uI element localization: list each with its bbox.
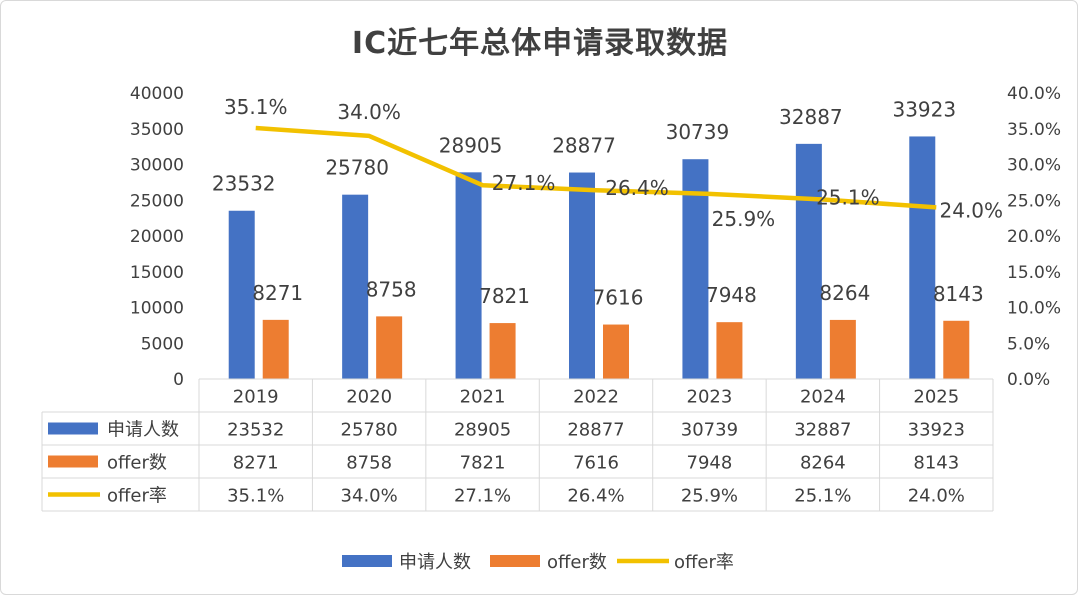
left-axis-tick: 20000 xyxy=(130,227,184,247)
offer-rate-label: 25.9% xyxy=(712,207,776,231)
applicant-bar xyxy=(795,143,822,379)
legend-offers-label: offer数 xyxy=(547,552,607,573)
left-axis-tick: 0 xyxy=(173,370,184,390)
left-axis-tick: 15000 xyxy=(130,263,184,283)
applicant-value-label: 28905 xyxy=(439,133,503,157)
table-cell: 8264 xyxy=(800,453,846,474)
applicants-key xyxy=(48,422,98,435)
offer-rate-label: 25.1% xyxy=(816,186,880,210)
offer-value-label: 8264 xyxy=(819,281,870,305)
applicant-value-label: 32887 xyxy=(779,105,843,129)
table-cell: 7616 xyxy=(573,453,619,474)
offer-rate-label: 27.1% xyxy=(492,171,556,195)
offer-bar xyxy=(262,319,289,379)
table-cell: 23532 xyxy=(227,420,284,441)
table-row-label: 申请人数 xyxy=(107,420,179,441)
offer-bar xyxy=(716,322,743,379)
applicant-bar xyxy=(909,136,936,379)
right-axis-tick: 30.0% xyxy=(1007,156,1061,176)
left-axis-tick: 5000 xyxy=(141,334,184,354)
offer-bar xyxy=(376,316,403,379)
table-cell: 25.1% xyxy=(794,486,851,507)
offer-value-label: 7948 xyxy=(706,283,757,307)
right-axis-tick: 5.0% xyxy=(1007,334,1050,354)
legend-applicants-key xyxy=(342,555,392,567)
table-cell: 8758 xyxy=(346,453,392,474)
offer-bar xyxy=(943,320,970,379)
category-label: 2025 xyxy=(913,387,959,408)
offer-value-label: 7821 xyxy=(479,284,530,308)
table-cell: 33923 xyxy=(908,420,965,441)
offer-rate-line xyxy=(255,125,937,210)
table-cell: 30739 xyxy=(681,420,738,441)
category-label: 2021 xyxy=(460,387,506,408)
offer-rate-label: 34.0% xyxy=(337,100,401,124)
applicant-value-label: 33923 xyxy=(892,97,956,121)
table-cell: 24.0% xyxy=(908,486,965,507)
offer-value-label: 8758 xyxy=(366,277,417,301)
table-cell: 8143 xyxy=(913,453,959,474)
right-axis-tick: 20.0% xyxy=(1007,227,1061,247)
table-cell: 25780 xyxy=(341,420,398,441)
applicant-value-label: 28877 xyxy=(552,134,616,158)
offer-value-label: 8143 xyxy=(933,282,984,306)
table-cell: 35.1% xyxy=(227,486,284,507)
right-axis-tick: 40.0% xyxy=(1007,84,1061,104)
table-cell: 28877 xyxy=(567,420,624,441)
applicant-bar xyxy=(228,210,255,379)
table-cell: 7821 xyxy=(460,453,506,474)
right-axis-tick: 25.0% xyxy=(1007,191,1061,211)
offer-rate-label: 35.1% xyxy=(224,95,288,119)
right-axis-tick: 0.0% xyxy=(1007,370,1050,390)
table-row-label: offer数 xyxy=(107,453,167,474)
applicant-value-label: 23532 xyxy=(212,172,276,196)
left-axis-tick: 10000 xyxy=(130,299,184,319)
table-cell: 26.4% xyxy=(567,486,624,507)
table-row-label: offer率 xyxy=(107,486,167,507)
table-cell: 25.9% xyxy=(681,486,738,507)
legend-offers-key xyxy=(490,555,540,567)
legend-applicants-label: 申请人数 xyxy=(399,552,471,573)
category-label: 2022 xyxy=(573,387,619,408)
table-cell: 34.0% xyxy=(341,486,398,507)
table-cell: 27.1% xyxy=(454,486,511,507)
offer-rate-label: 24.0% xyxy=(940,198,1004,222)
chart-title: IC近七年总体申请录取数据 xyxy=(351,26,729,61)
table-cell: 28905 xyxy=(454,420,511,441)
category-label: 2019 xyxy=(233,387,279,408)
offer-bar xyxy=(489,323,516,379)
category-label: 2020 xyxy=(346,387,392,408)
right-axis-tick: 35.0% xyxy=(1007,120,1061,140)
legend-rate-label: offer率 xyxy=(674,552,734,573)
left-axis-tick: 35000 xyxy=(130,120,184,140)
right-axis-tick: 10.0% xyxy=(1007,299,1061,319)
offer-bar xyxy=(829,319,856,379)
table-cell: 7948 xyxy=(687,453,733,474)
applicant-bar xyxy=(342,194,369,379)
offers-key xyxy=(48,455,98,468)
applicant-bar xyxy=(569,172,595,379)
offer-bar xyxy=(603,324,629,379)
table-cell: 8271 xyxy=(233,453,279,474)
category-label: 2024 xyxy=(800,387,846,408)
applicant-value-label: 30739 xyxy=(666,120,730,144)
offer-rate-label: 26.4% xyxy=(605,176,669,200)
applicant-value-label: 25780 xyxy=(325,156,389,180)
left-axis-tick: 40000 xyxy=(130,84,184,104)
table-cell: 32887 xyxy=(794,420,851,441)
left-axis-tick: 30000 xyxy=(130,156,184,176)
applicant-bar xyxy=(455,172,482,379)
category-label: 2023 xyxy=(687,387,733,408)
left-axis-tick: 25000 xyxy=(130,191,184,211)
offer-value-label: 7616 xyxy=(593,286,644,310)
offer-value-label: 8271 xyxy=(252,281,303,305)
right-axis-tick: 15.0% xyxy=(1007,263,1061,283)
